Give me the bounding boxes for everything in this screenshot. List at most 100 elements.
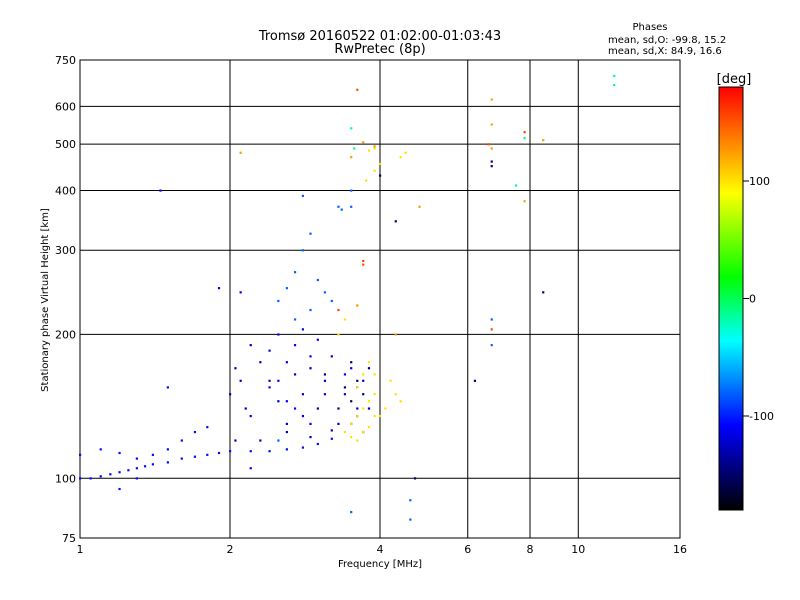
data-point xyxy=(109,473,112,476)
data-point xyxy=(229,450,232,453)
data-point xyxy=(350,361,353,364)
y-tick-label: 75 xyxy=(62,532,76,545)
data-point xyxy=(285,422,288,426)
data-point xyxy=(367,407,371,410)
y-tick-label: 750 xyxy=(55,54,76,67)
data-point xyxy=(330,429,333,432)
data-point xyxy=(473,379,477,382)
data-point xyxy=(337,333,340,336)
data-point xyxy=(249,414,252,418)
data-point xyxy=(343,386,347,389)
data-point xyxy=(373,414,376,418)
data-point xyxy=(99,448,102,451)
data-point xyxy=(337,407,340,410)
data-point xyxy=(293,271,297,274)
colorbar-label: [deg] xyxy=(717,72,752,87)
data-point xyxy=(490,123,493,126)
data-point xyxy=(323,379,327,382)
data-point xyxy=(337,205,340,208)
data-point xyxy=(343,393,347,396)
data-point xyxy=(127,469,130,472)
data-point xyxy=(316,407,319,410)
data-point xyxy=(487,143,490,146)
x-tick-label: 4 xyxy=(377,543,384,556)
x-axis-label: Frequency [MHz] xyxy=(338,559,422,570)
data-point xyxy=(373,147,376,150)
data-point xyxy=(166,386,169,389)
data-point xyxy=(399,400,402,403)
data-point xyxy=(249,467,252,470)
data-point xyxy=(490,147,493,150)
data-point xyxy=(350,400,353,403)
data-point xyxy=(309,435,312,439)
data-point xyxy=(309,355,312,358)
data-point xyxy=(249,450,252,453)
data-point xyxy=(277,299,280,303)
data-point xyxy=(206,426,209,429)
data-point xyxy=(362,430,365,434)
data-point xyxy=(356,304,359,307)
data-point xyxy=(79,477,82,480)
data-point xyxy=(350,189,353,192)
data-point xyxy=(384,407,387,410)
data-point xyxy=(309,232,312,235)
data-point xyxy=(409,518,412,521)
data-point xyxy=(301,328,305,331)
data-point xyxy=(316,278,319,282)
data-point xyxy=(490,98,493,101)
data-point xyxy=(118,451,121,455)
data-point xyxy=(234,367,237,370)
data-point xyxy=(379,174,382,177)
data-point xyxy=(285,400,288,403)
data-point xyxy=(356,88,359,91)
data-point xyxy=(285,430,288,434)
data-point xyxy=(135,457,138,460)
x-tick-label: 1 xyxy=(77,543,84,556)
y-tick-label: 200 xyxy=(55,328,76,341)
data-point xyxy=(542,291,545,294)
data-point xyxy=(244,407,247,410)
data-point xyxy=(365,179,368,182)
data-point xyxy=(180,439,183,442)
data-point xyxy=(343,318,347,321)
data-point xyxy=(249,344,252,347)
data-point xyxy=(239,379,242,382)
data-point xyxy=(309,367,312,370)
x-tick-labels: 1 2 4 6 8 10 16 xyxy=(77,543,688,556)
data-point xyxy=(350,156,353,159)
data-point xyxy=(337,308,340,312)
data-point xyxy=(523,200,526,203)
data-point xyxy=(330,299,333,303)
colorbar-tick-label: 0 xyxy=(749,293,756,306)
data-point xyxy=(350,422,353,426)
phases-line-x: mean, sd,X: 84.9, 16.6 xyxy=(608,46,722,57)
y-tick-labels: 75 100 200 300 400 500 600 750 xyxy=(55,54,76,545)
data-point xyxy=(193,455,197,458)
data-point xyxy=(285,448,288,451)
x-tick-label: 2 xyxy=(227,543,234,556)
data-point xyxy=(356,407,359,410)
data-point xyxy=(362,259,365,263)
data-point xyxy=(217,451,221,455)
x-tick-label: 6 xyxy=(464,543,471,556)
data-point xyxy=(362,373,365,376)
data-point xyxy=(217,287,221,290)
data-point xyxy=(613,74,616,78)
data-point xyxy=(309,308,312,312)
data-point xyxy=(135,477,138,480)
data-point xyxy=(268,349,271,352)
data-point xyxy=(613,83,616,87)
data-point xyxy=(379,414,382,418)
data-point xyxy=(490,160,493,163)
data-point xyxy=(277,379,280,382)
data-point xyxy=(166,448,169,451)
data-point xyxy=(301,446,305,449)
data-point xyxy=(373,169,376,172)
data-point xyxy=(118,471,121,474)
data-point xyxy=(394,333,397,336)
data-point xyxy=(193,430,197,434)
data-point xyxy=(350,367,353,370)
data-point xyxy=(362,141,365,144)
data-point xyxy=(367,361,371,364)
